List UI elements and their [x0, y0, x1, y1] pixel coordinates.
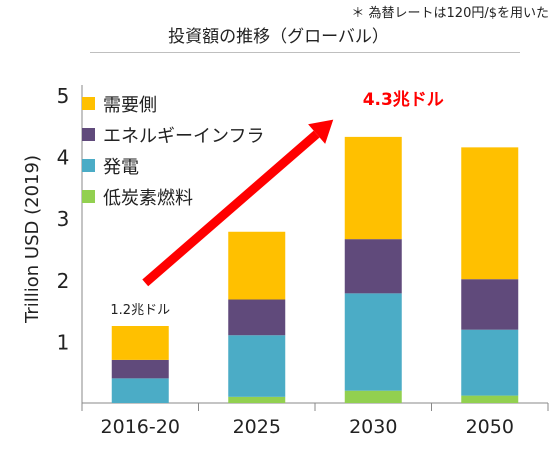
legend-swatch [82, 128, 95, 141]
legend-item: エネルギーインフラ [82, 119, 264, 150]
bar-segment-2025-s2 [228, 299, 286, 336]
bar-segment-2025-s1 [228, 335, 286, 397]
y-tick-label: 4 [57, 146, 70, 170]
bar-segment-2030-s2 [344, 239, 402, 294]
y-tick-label: 1 [57, 330, 70, 354]
legend-label: 需要側 [103, 94, 157, 116]
growth-arrow-head [308, 119, 334, 144]
legend-label: 発電 [103, 156, 139, 178]
annotation-label: 4.3兆ドル [363, 90, 444, 110]
bar-segment-2025-s0 [228, 396, 286, 403]
bar-segment-2016-20-s1 [111, 378, 169, 403]
bar-segment-2050-s1 [461, 329, 519, 396]
legend-item: 需要側 [82, 88, 264, 119]
bar-segment-2050-s0 [461, 395, 519, 403]
legend-label: 低炭素燃料 [103, 187, 193, 209]
legend-swatch [82, 159, 95, 172]
legend-swatch [82, 97, 95, 110]
exchange-rate-note: ＊ 為替レートは120円/$を用いた [351, 6, 549, 21]
y-tick-label: 2 [57, 269, 70, 293]
x-tick-label: 2030 [349, 416, 397, 438]
bar-segment-2050-s3 [461, 147, 519, 280]
x-tick-label: 2050 [466, 416, 514, 438]
legend-swatch [82, 190, 95, 203]
y-tick-label: 3 [57, 207, 70, 231]
legend-item: 低炭素燃料 [82, 181, 264, 212]
legend-item: 発電 [82, 150, 264, 181]
chart-title: 投資額の推移（グローバル） [168, 27, 389, 47]
bar-segment-2030-s1 [344, 293, 402, 391]
bar-segment-2030-s0 [344, 390, 402, 403]
bar-segment-2050-s2 [461, 279, 519, 330]
x-tick-label: 2025 [233, 416, 281, 438]
bar-segment-2025-s3 [228, 231, 286, 300]
bar-segment-2016-20-s2 [111, 359, 169, 379]
y-axis-label: Trillion USD (2019) [22, 155, 43, 324]
growth-arrow-shaft [142, 130, 320, 287]
y-tick-label: 5 [57, 84, 70, 108]
bar-segment-2030-s3 [344, 136, 402, 240]
title-underline [90, 52, 520, 53]
chart-legend: 需要側エネルギーインフラ 発電低炭素燃料 [82, 88, 264, 212]
legend-label: エネルギーインフラ [103, 125, 265, 147]
annotation-label: 1.2兆ドル [110, 303, 170, 318]
x-tick-label: 2016-20 [101, 416, 180, 438]
bar-segment-2016-20-s3 [111, 326, 169, 360]
